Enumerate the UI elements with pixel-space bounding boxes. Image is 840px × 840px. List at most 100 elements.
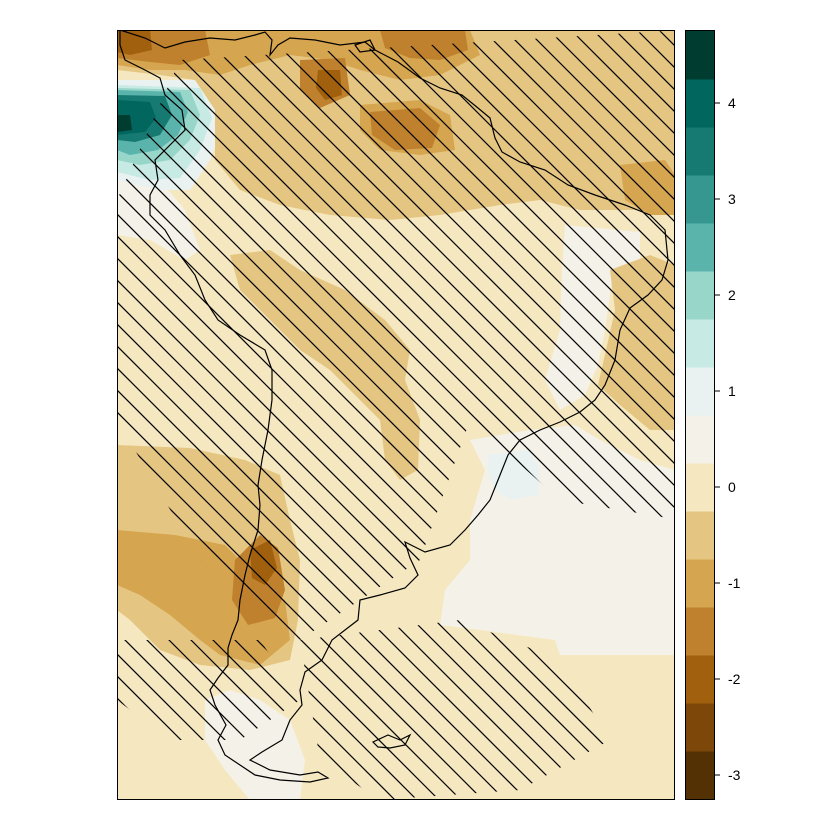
hatch-line: [117, 640, 132, 740]
hatch-line: [0, 30, 109, 800]
hatch-line: [300, 620, 610, 800]
hatch-line: [769, 30, 840, 800]
hatch-line: [482, 30, 675, 640]
hatch-line: [117, 30, 675, 640]
hatch-line: [117, 640, 286, 740]
hatch-line: [240, 30, 675, 640]
hatch-line: [394, 30, 675, 640]
hatch-line: [769, 30, 840, 800]
colorbar-bin: [686, 559, 714, 608]
colorbar-tick-label: -3: [728, 767, 741, 783]
hatch-line: [791, 30, 840, 800]
anomaly-region: [117, 170, 200, 260]
anomaly-field: [117, 30, 675, 800]
hatch-line: [117, 30, 675, 640]
hatch-line: [117, 30, 675, 640]
hatch-line: [725, 30, 840, 800]
hatch-line: [152, 30, 675, 640]
hatch-line: [300, 620, 594, 800]
hatch-line: [300, 620, 550, 800]
hatch-line: [0, 30, 87, 800]
hatch-line: [300, 620, 610, 800]
hatch-line: [300, 620, 440, 800]
colorbar-tick-label: 3: [728, 191, 736, 207]
hatch-line: [300, 620, 610, 800]
hatch-line: [813, 30, 840, 800]
colorbar-bin: [686, 127, 714, 176]
hatch-line: [504, 30, 675, 640]
hatch-line: [416, 30, 675, 640]
colorbar-bin: [686, 79, 714, 128]
hatch-line: [791, 30, 840, 800]
hatch-line: [747, 30, 840, 800]
falkland-islands: [371, 733, 412, 749]
hatch-line: [117, 30, 550, 640]
hatch-line: [0, 30, 109, 800]
hatch-line: [306, 30, 675, 640]
colorbar-tick-label: 4: [728, 95, 736, 111]
anomaly-region: [316, 70, 342, 100]
map-frame: [117, 30, 675, 800]
hatch-line: [703, 30, 840, 800]
hatch-line: [372, 30, 675, 640]
hatch-line: [117, 30, 572, 640]
colorbar-tick-label: -1: [728, 575, 741, 591]
caribbean-coast-detail: [354, 39, 376, 53]
hatch-line: [300, 620, 572, 800]
hatch-line: [117, 30, 594, 640]
hatch-line: [460, 30, 675, 640]
colorbar-bin: [686, 31, 714, 80]
anomaly-region: [117, 115, 132, 132]
colorbar-frame: [685, 30, 715, 800]
hatch-line: [117, 30, 675, 640]
hatch-line: [117, 30, 616, 640]
colorbar-tick-label: 0: [728, 479, 736, 495]
hatch-line: [725, 30, 840, 800]
hatch-line: [117, 30, 675, 640]
hatch-line: [117, 30, 506, 640]
colorbar-bins: [686, 31, 714, 800]
hatch-line: [117, 30, 528, 640]
hatch-line: [117, 30, 132, 640]
hatch-line: [117, 640, 300, 740]
hatch-line: [725, 30, 840, 800]
hatch-line: [218, 30, 675, 640]
colorbar-tick-label: -2: [728, 671, 741, 687]
hatch-line: [117, 30, 660, 640]
hatch-line: [300, 620, 462, 800]
hatch-line: [300, 620, 506, 800]
anomaly-region: [117, 30, 152, 55]
hatch-line: [130, 30, 675, 640]
hatch-line: [0, 30, 87, 800]
anomaly-region: [205, 690, 305, 800]
hatch-line: [747, 30, 840, 800]
colorbar-bin: [686, 607, 714, 656]
colorbar-bin: [686, 415, 714, 464]
hatch-line: [747, 30, 840, 800]
hatch-line: [196, 30, 675, 640]
colorbar-ticks: -3 -2 -1 0 1 2 3 4: [714, 95, 741, 783]
colorbar-bin: [686, 511, 714, 560]
hatch-line: [117, 30, 638, 640]
colorbar-bin: [686, 271, 714, 320]
hatch-line: [284, 30, 675, 640]
hatch-line: [813, 30, 840, 800]
hatch-line: [117, 640, 300, 740]
hatch-line: [117, 640, 300, 740]
anomaly-region: [488, 450, 540, 500]
hatch-line: [703, 30, 840, 800]
hatch-line: [300, 620, 610, 800]
hatch-line: [117, 30, 675, 640]
hatch-line: [769, 30, 840, 800]
hatch-line: [0, 30, 109, 800]
colorbar-bin: [686, 175, 714, 224]
hatch-line: [526, 30, 675, 640]
map-panel: [0, 30, 840, 800]
hatch-line: [174, 30, 675, 640]
colorbar-bin: [686, 367, 714, 416]
colorbar-bin: [686, 463, 714, 512]
colorbar-tick-label: 2: [728, 287, 736, 303]
hatch-line: [0, 30, 131, 800]
colorbar-bin: [686, 319, 714, 368]
